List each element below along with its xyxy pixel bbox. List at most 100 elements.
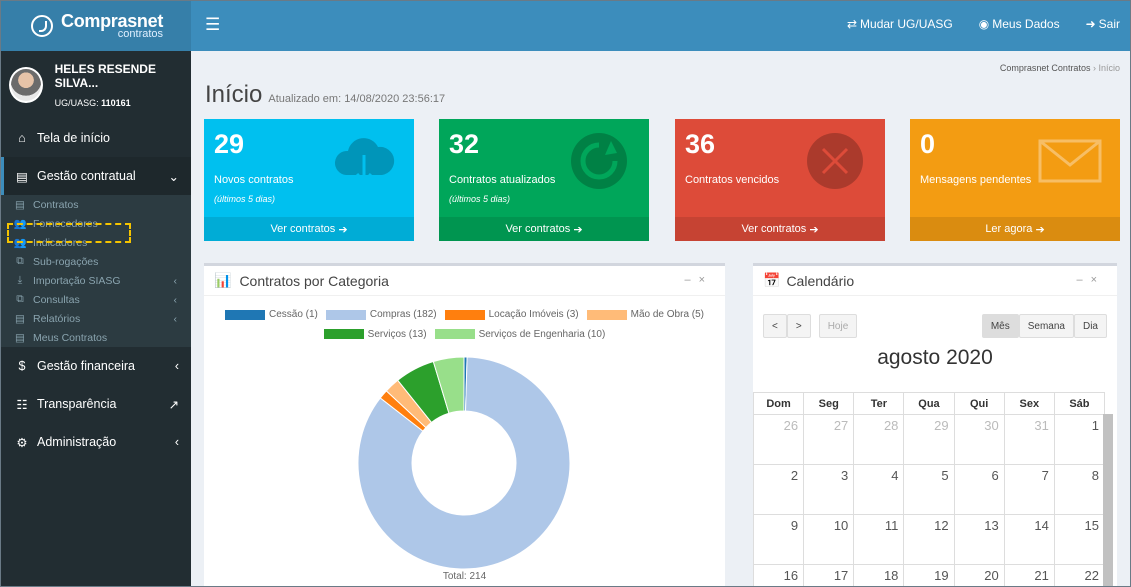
download-icon: ⤓ xyxy=(17,274,23,286)
calendar-scrollbar[interactable] xyxy=(1103,414,1113,586)
calendar-day[interactable]: 31 xyxy=(1003,414,1055,465)
legend-item[interactable]: Mão de Obra (5) xyxy=(586,306,704,323)
calendar-day[interactable]: 7 xyxy=(1003,464,1055,515)
info-box-expired-contracts: 36 Contratos vencidos Ver contratos ➔ xyxy=(675,119,885,241)
view-day-button[interactable]: Dia xyxy=(1073,314,1107,338)
sidebar-item-importacao[interactable]: ⤓ Importação SIASG ‹ xyxy=(1,271,191,290)
sidebar-item-contract-mgmt[interactable]: ▤ Gestão contratual ⌄ xyxy=(1,157,191,195)
sidebar-item-financial[interactable]: $ Gestão financeira ‹ xyxy=(1,347,191,385)
chevron-left-icon: ‹ xyxy=(173,312,178,325)
calendar-day[interactable]: 1 xyxy=(1053,414,1106,465)
view-expired-contracts-link[interactable]: Ver contratos ➔ xyxy=(675,217,885,241)
calendar-day[interactable]: 4 xyxy=(853,464,905,515)
legend-label: Cessão (1) xyxy=(268,309,318,320)
calendar-day[interactable]: 13 xyxy=(953,514,1005,565)
legend-item[interactable]: Cessão (1) xyxy=(224,306,318,323)
copy-icon: ⧉ xyxy=(16,293,24,305)
calendar-day[interactable]: 12 xyxy=(903,514,955,565)
legend-item[interactable]: Locação Imóveis (3) xyxy=(444,306,579,323)
sidebar-item-relatorios[interactable]: ▤ Relatórios ‹ xyxy=(1,309,191,328)
legend-swatch xyxy=(224,309,265,320)
sidebar-item-subrogacoes[interactable]: ⧉ Sub-rogações xyxy=(1,252,191,271)
sidebar-item-home[interactable]: ⌂ Tela de início xyxy=(1,119,191,157)
file-icon: ▤ xyxy=(15,312,25,325)
weekday-header: Seg xyxy=(803,392,855,415)
calendar-day[interactable]: 3 xyxy=(803,464,855,515)
calendar-day[interactable]: 26 xyxy=(752,414,805,465)
legend-item[interactable]: Compras (182) xyxy=(325,306,437,323)
calendar-week-row: 9 10 11 12 13 14 15 xyxy=(752,514,1106,565)
calendar-day[interactable]: 20 xyxy=(953,564,1005,586)
swap-icon: ⇄ xyxy=(846,17,858,31)
breadcrumb: Comprasnet Contratos › Início xyxy=(999,63,1120,73)
view-month-button[interactable]: Mês xyxy=(981,314,1019,338)
users-icon: 👥 xyxy=(13,237,27,249)
calendar-day[interactable]: 2 xyxy=(752,464,805,515)
sidebar-item-contratos[interactable]: ▤ Contratos xyxy=(1,195,191,214)
legend-item[interactable]: Serviços (13) xyxy=(323,326,427,343)
sidebar-item-meus-contratos[interactable]: ▤ Meus Contratos xyxy=(1,328,191,347)
user-panel: HELES RESENDE SILVA... UG/UASG: 110161 xyxy=(1,51,191,119)
change-ug-link[interactable]: ⇄ Mudar UG/UASG xyxy=(846,17,953,31)
legend-swatch xyxy=(323,329,364,339)
calendar-day[interactable]: 6 xyxy=(953,464,1005,515)
calendar-day[interactable]: 30 xyxy=(953,414,1005,465)
times-circle-icon xyxy=(807,133,863,189)
calendar-day[interactable]: 22 xyxy=(1053,564,1106,586)
prev-month-button[interactable]: < xyxy=(763,314,787,338)
weekday-header: Qui xyxy=(953,392,1005,415)
next-month-button[interactable]: > xyxy=(786,314,811,338)
today-button[interactable]: Hoje xyxy=(818,314,858,338)
calendar-day[interactable]: 16 xyxy=(752,564,805,586)
cloud-download-icon xyxy=(334,138,395,185)
calendar-day[interactable]: 19 xyxy=(903,564,955,586)
calendar-tools[interactable]: –× xyxy=(1076,274,1105,286)
calendar-day[interactable]: 18 xyxy=(853,564,905,586)
calendar-day[interactable]: 28 xyxy=(853,414,905,465)
legend-item[interactable]: Serviços de Engenharia (10) xyxy=(434,326,605,343)
menu-toggle-icon[interactable]: ☰ xyxy=(205,15,221,34)
calendar-day[interactable]: 29 xyxy=(903,414,955,465)
logo-sub-text: contratos xyxy=(117,27,164,40)
refresh-icon xyxy=(571,133,627,189)
chart-panel-title: Contratos por Categoria xyxy=(239,272,389,289)
page-title: Início Atualizado em: 14/08/2020 23:56:17 xyxy=(205,81,446,108)
view-updated-contracts-link[interactable]: Ver contratos ➔ xyxy=(439,217,649,241)
calendar-day[interactable]: 17 xyxy=(803,564,855,586)
main-content: Comprasnet Contratos › Início Início Atua… xyxy=(191,51,1130,586)
calendar-day[interactable]: 9 xyxy=(752,514,805,565)
calendar-week-row: 26 27 28 29 30 31 1 xyxy=(752,414,1106,465)
breadcrumb-root[interactable]: Comprasnet Contratos xyxy=(999,63,1091,73)
user-circle-icon: ◉ xyxy=(978,17,990,31)
sidebar-item-transparency[interactable]: ☷ Transparência ↗ xyxy=(1,385,191,423)
gears-icon: ⚙ xyxy=(16,435,28,450)
panel-tools[interactable]: –× xyxy=(684,274,713,286)
donut-chart xyxy=(357,356,571,570)
calendar-day[interactable]: 21 xyxy=(1003,564,1055,586)
chevron-left-icon: ‹ xyxy=(174,435,179,449)
copy-icon: ⧉ xyxy=(16,255,24,267)
sidebar-item-consultas[interactable]: ⧉ Consultas ‹ xyxy=(1,290,191,309)
logo[interactable]: Comprasnet contratos xyxy=(1,1,191,51)
calendar-title: Calendário xyxy=(786,272,855,289)
calendar-day[interactable]: 11 xyxy=(853,514,905,565)
my-data-link[interactable]: ◉ Meus Dados xyxy=(978,17,1060,31)
calendar-day[interactable]: 8 xyxy=(1053,464,1106,515)
donut-slice[interactable] xyxy=(432,356,465,414)
view-week-button[interactable]: Semana xyxy=(1018,314,1074,338)
logout-link[interactable]: ➜ Sair xyxy=(1085,17,1120,31)
donut-slice[interactable] xyxy=(357,356,571,570)
sidebar-item-admin[interactable]: ⚙ Administração ‹ xyxy=(1,423,191,461)
calendar-day[interactable]: 27 xyxy=(803,414,855,465)
calendar-day[interactable]: 14 xyxy=(1003,514,1055,565)
calendar-day[interactable]: 5 xyxy=(903,464,955,515)
view-new-contracts-link[interactable]: Ver contratos ➔ xyxy=(204,217,414,241)
calendar-icon: 📅 xyxy=(763,272,781,288)
legend-label: Compras (182) xyxy=(369,309,437,320)
chevron-down-icon: ⌄ xyxy=(168,169,179,184)
sign-out-icon: ➜ xyxy=(1085,17,1096,31)
calendar-day[interactable]: 15 xyxy=(1053,514,1106,565)
read-messages-link[interactable]: Ler agora ➔ xyxy=(910,217,1120,241)
calendar-day[interactable]: 10 xyxy=(803,514,855,565)
